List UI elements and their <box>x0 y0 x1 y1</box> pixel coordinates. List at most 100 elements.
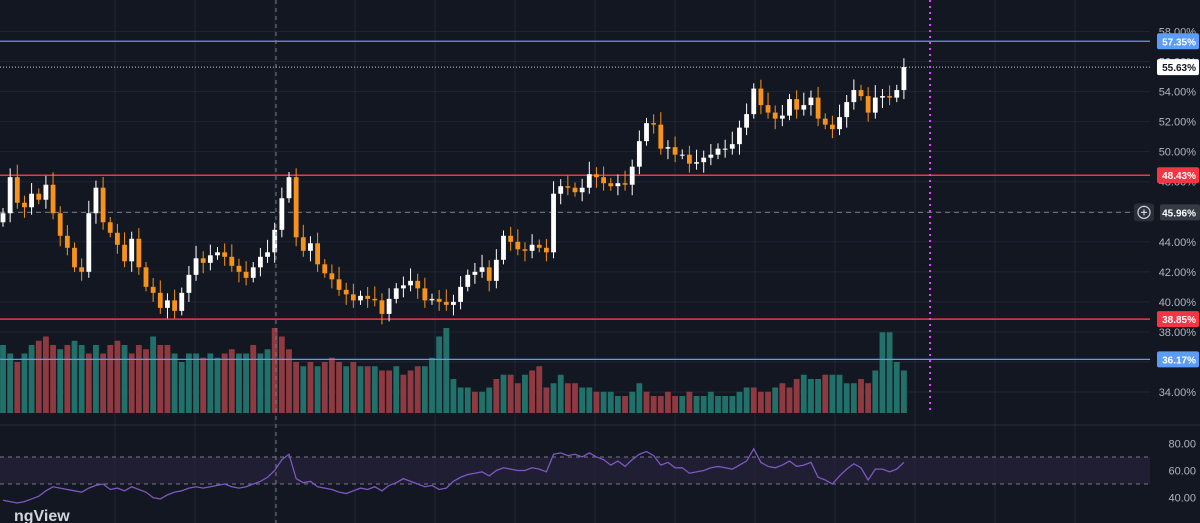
price-axis-tick: 40.00% <box>1159 297 1197 309</box>
volume-bar <box>493 379 500 413</box>
price-badge-label: 38.85% <box>1162 315 1196 326</box>
volume-bar <box>278 336 285 413</box>
candle-body <box>322 264 328 274</box>
candle-body <box>401 285 406 289</box>
horizontal-levels[interactable] <box>0 40 1150 360</box>
volume-bar <box>879 332 886 413</box>
candle-body <box>801 105 807 110</box>
volume-bar <box>707 391 714 413</box>
candle-body <box>186 274 192 293</box>
candle-body <box>143 267 149 287</box>
add-alert-plus-icon[interactable] <box>1134 203 1154 222</box>
candle-body <box>129 238 135 262</box>
candle-body <box>207 255 213 263</box>
candle-body <box>830 124 835 130</box>
volume-bar <box>293 362 300 413</box>
volume-bar <box>615 396 621 413</box>
volume-bar <box>665 391 671 413</box>
candle-body <box>157 292 163 308</box>
volume-bar <box>400 374 407 413</box>
candle-body <box>100 187 106 223</box>
candle-body <box>300 237 306 251</box>
candle-body <box>579 187 585 193</box>
candle-body <box>93 187 99 214</box>
volume-bar <box>350 362 357 413</box>
candle-body <box>572 187 578 193</box>
volume-bar <box>64 345 71 413</box>
volume-bar <box>872 370 879 413</box>
volume-bar <box>135 345 142 413</box>
volume-bar <box>443 328 450 413</box>
volume-bar <box>429 357 435 413</box>
volume-bar <box>50 345 56 413</box>
candle-body <box>708 154 714 158</box>
volume-bar <box>686 391 693 413</box>
candle-body <box>451 301 456 305</box>
candle-body <box>672 147 678 155</box>
candle-body <box>522 249 528 251</box>
candle-body <box>679 154 685 156</box>
candle-body <box>358 295 363 301</box>
candle-body <box>715 148 721 155</box>
volume-bar <box>779 383 786 413</box>
price-axis-tick: 34.00% <box>1159 387 1197 399</box>
candle-body <box>472 271 478 275</box>
candle-body <box>429 298 435 301</box>
volume-bar <box>715 396 721 413</box>
price-axis-tick: 54.00% <box>1159 87 1197 99</box>
volume-bar <box>35 340 42 413</box>
candle-body <box>858 90 864 97</box>
candle-body <box>594 174 599 178</box>
candle-body <box>386 298 392 314</box>
volume-bar <box>722 396 729 413</box>
rsi-line <box>2 447 905 504</box>
volume-bar <box>214 357 221 413</box>
volume-bar <box>586 387 593 413</box>
price-axis-tick: 38.00% <box>1159 327 1197 339</box>
volume-bar <box>758 391 764 413</box>
candle-body <box>729 144 735 149</box>
candle-body <box>694 162 699 164</box>
candle-body <box>179 292 185 311</box>
volume-bar <box>343 366 350 413</box>
volume-bar <box>93 345 99 413</box>
candle-body <box>508 235 514 242</box>
candle-body <box>222 252 228 257</box>
price-badge-blue: 36.17% <box>1157 351 1199 368</box>
volume-bar <box>693 396 700 413</box>
volume-bar <box>371 366 378 413</box>
price-badge-label: 57.35% <box>1162 37 1196 48</box>
candle-body <box>894 90 900 98</box>
price-badge-red: 38.85% <box>1157 311 1199 328</box>
volume-bar <box>228 349 235 413</box>
candle-body <box>644 123 649 142</box>
volume-bar <box>336 362 342 413</box>
rsi-polyline <box>2 447 905 504</box>
candle-body <box>115 232 120 245</box>
volume-bar <box>300 366 307 413</box>
volume-bar <box>157 345 164 413</box>
candle-body <box>165 300 170 308</box>
price-badge-label: 36.17% <box>1162 355 1196 366</box>
candle-body <box>293 177 299 238</box>
candle-body <box>751 88 757 115</box>
candle-body <box>608 183 614 187</box>
volume-bar <box>636 383 643 413</box>
candle-body <box>29 193 34 208</box>
price-badge-label: 45.96% <box>1162 208 1196 219</box>
candle-body <box>372 298 378 301</box>
candle-body <box>415 280 421 289</box>
candle-body <box>758 88 764 106</box>
volume-bar <box>622 396 628 413</box>
volume-bar <box>600 391 607 413</box>
volume-bar <box>314 366 321 413</box>
candle-body <box>36 193 42 200</box>
volume-bar <box>200 357 207 413</box>
candle-body <box>236 265 242 272</box>
candle-body <box>486 267 492 281</box>
volume-bar <box>0 345 6 413</box>
rsi-axis-tick: 80.00 <box>1168 438 1196 450</box>
